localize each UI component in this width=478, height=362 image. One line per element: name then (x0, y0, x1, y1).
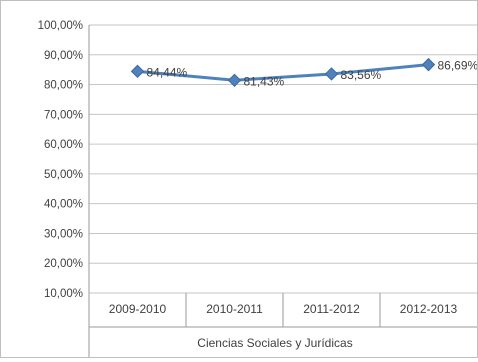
data-label: 86,69% (438, 59, 478, 73)
x-group-label: Ciencias Sociales y Jurídicas (197, 336, 352, 350)
y-tick-label: 70,00% (44, 109, 83, 121)
series-line (130, 57, 436, 88)
y-tick-label: 20,00% (44, 258, 83, 270)
y-tick-label: 50,00% (44, 169, 83, 181)
data-point-marker (324, 67, 339, 81)
x-tick-label: 2009-2010 (109, 302, 167, 316)
data-point-marker (130, 64, 145, 79)
line-chart: 10,00% 20,00% 30,00% 40,00% 50,00% 60,00% 70,0… (38, 20, 478, 357)
y-tick-label: 30,00% (44, 228, 83, 240)
data-point-marker (227, 73, 242, 88)
y-tick-label: 60,00% (44, 139, 83, 151)
y-tick-label: 10,00% (44, 288, 83, 300)
data-point-marker (421, 57, 436, 72)
labels: 84,44% 81,43% 83,56% 86,69% (147, 59, 478, 89)
y-tick-label: 40,00% (44, 199, 83, 211)
series-line-path (136, 63, 430, 82)
x-tick-label: 2012-2013 (400, 302, 458, 316)
x-tick-label: 2010-2011 (206, 302, 263, 316)
y-tick-label: 90,00% (44, 50, 83, 62)
y-tick-label: 100,00% (38, 20, 83, 32)
data-label: 83,56% (341, 68, 382, 82)
data-label: 84,44% (147, 65, 188, 79)
x-tick-label: 2011-2012 (303, 302, 360, 316)
gridlines (89, 24, 477, 294)
y-tick-label: 80,00% (44, 80, 83, 92)
axes: 10,00% 20,00% 30,00% 40,00% 50,00% 60,00% 70,0… (38, 20, 477, 357)
data-label: 81,43% (244, 74, 285, 88)
